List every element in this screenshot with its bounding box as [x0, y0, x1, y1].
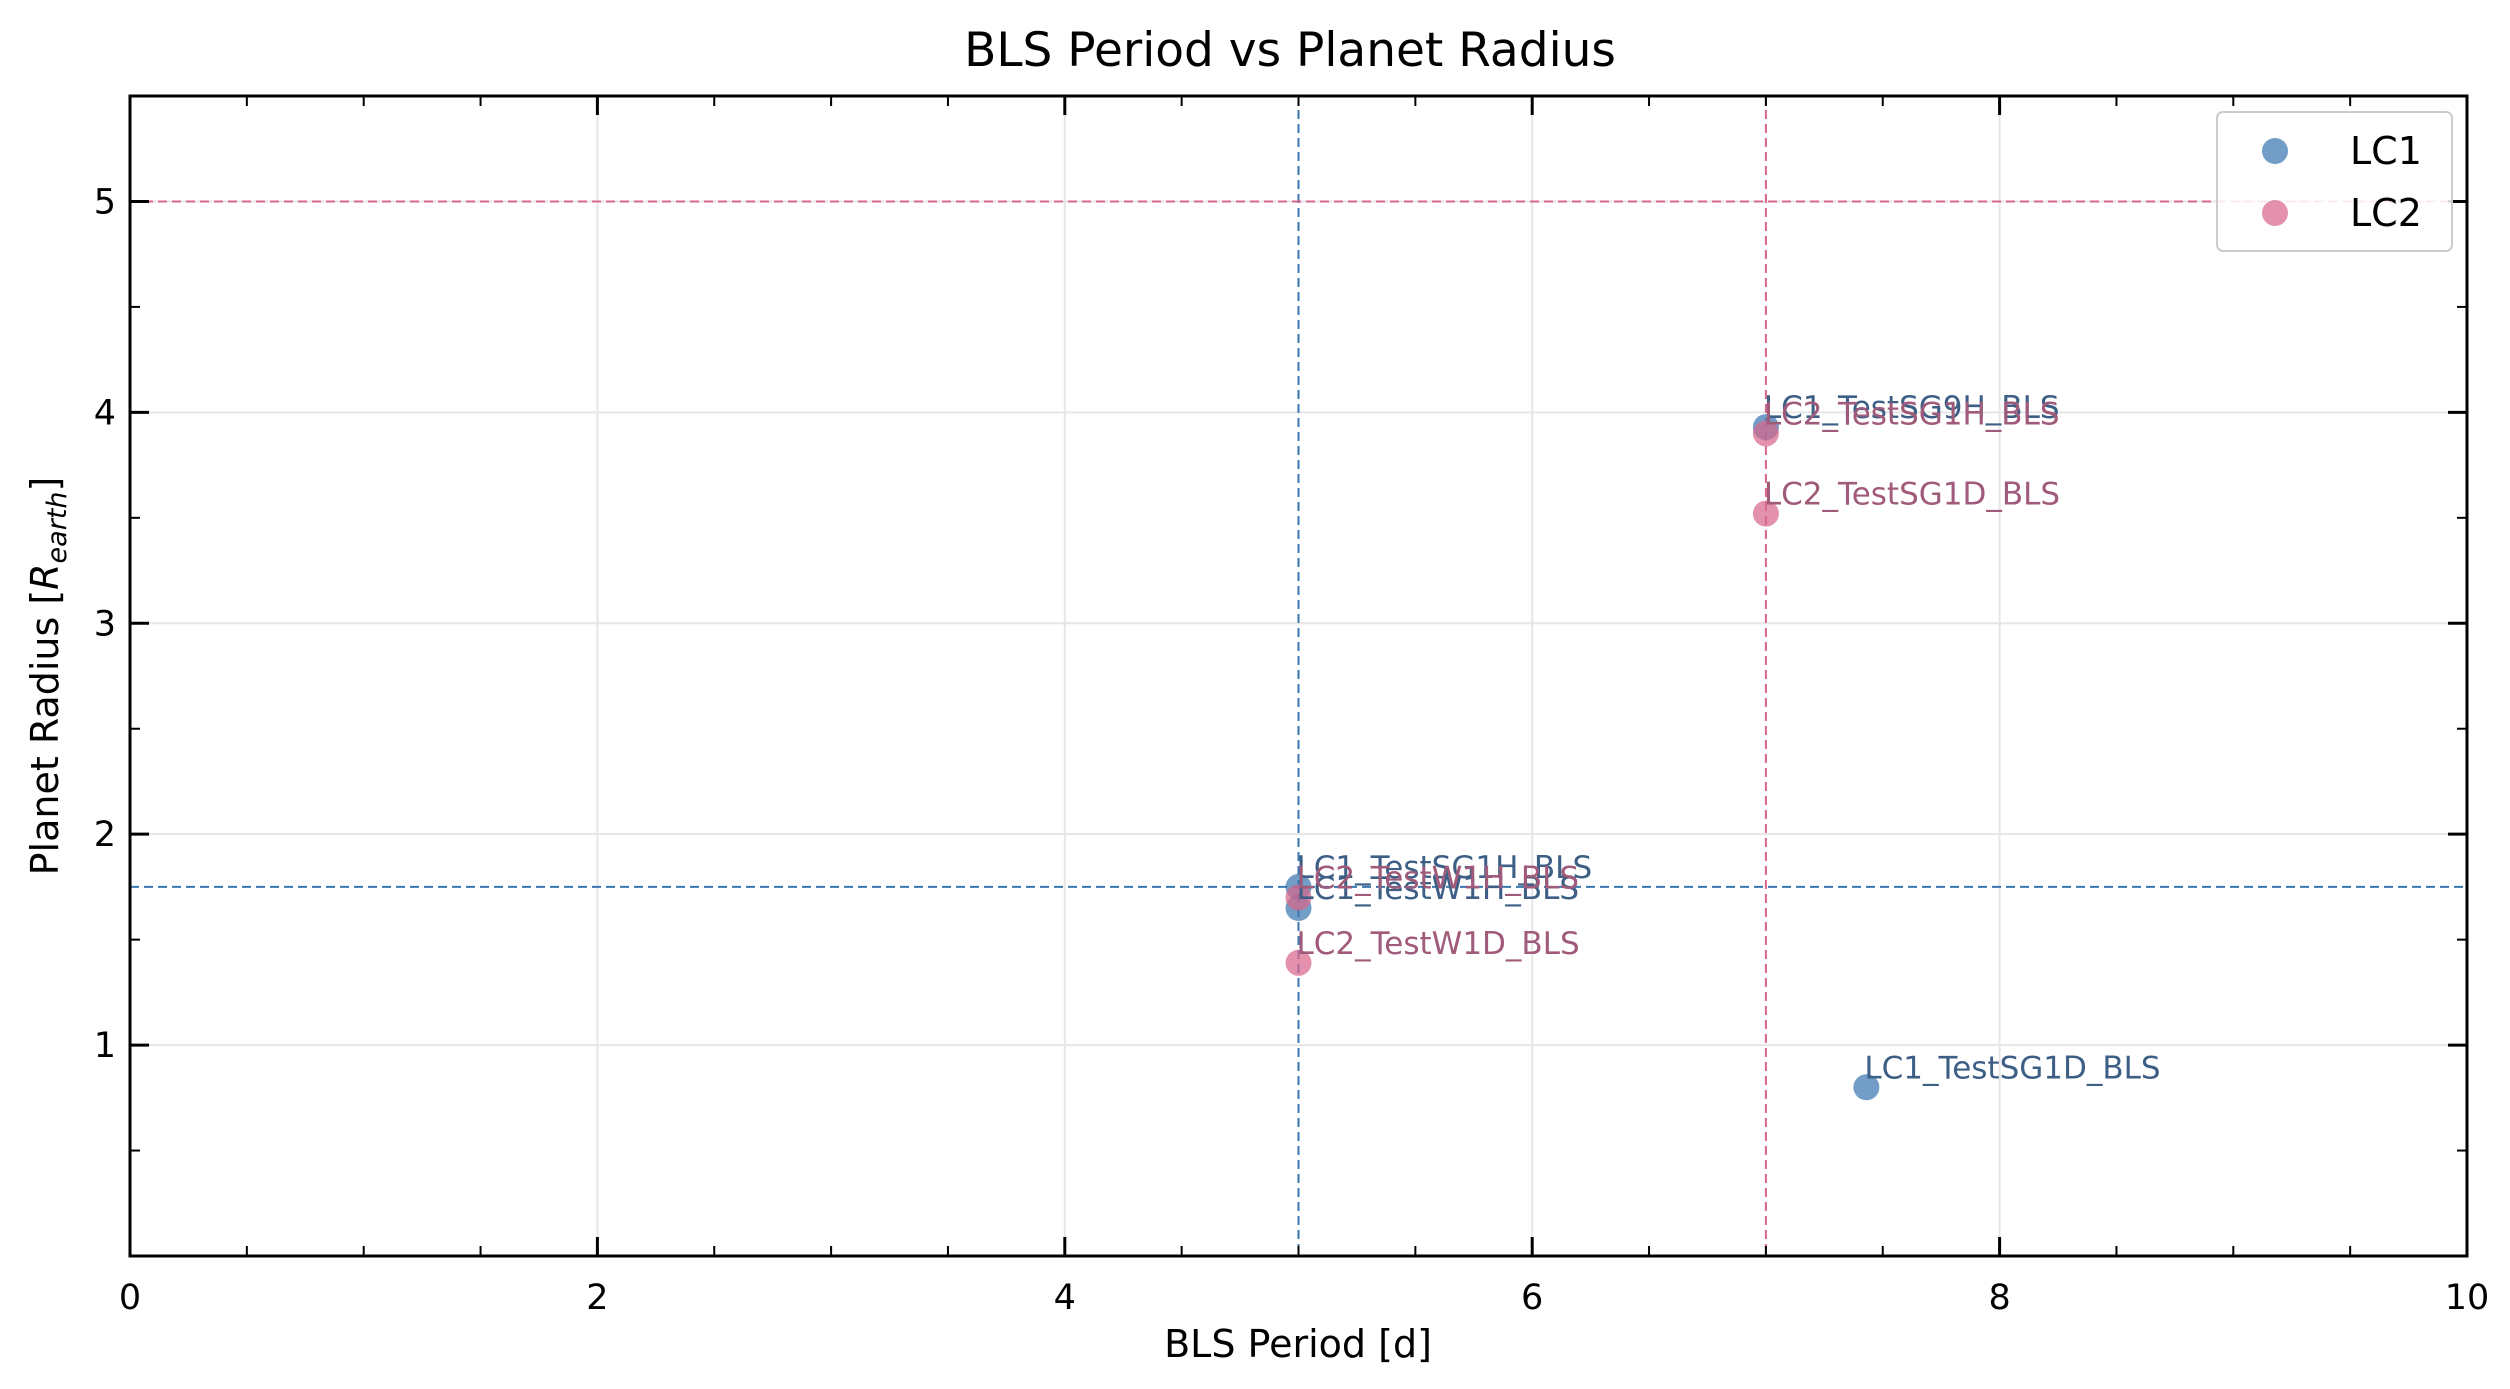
- point-label: LC1_TestSG1D_BLS: [1864, 1050, 2160, 1086]
- x-axis-label: BLS Period [d]: [1164, 1322, 1432, 1366]
- legend-marker-lc2: [2262, 200, 2288, 226]
- legend-marker-lc1: [2262, 138, 2288, 164]
- point-label: LC2_TestSG1D_BLS: [1764, 477, 2060, 513]
- y-axis-label: Planet Radius [Rearth]: [23, 477, 73, 876]
- y-axis-label-suffix: ]: [23, 477, 67, 492]
- y-axis-label-prefix: Planet Radius [: [23, 590, 67, 876]
- data-point-lc2: [1285, 949, 1312, 976]
- point-label: LC2_TestW1H_BLS: [1297, 860, 1580, 896]
- legend-label-lc1: LC1: [2350, 129, 2422, 173]
- data-point-lc2: [1752, 420, 1779, 447]
- legend-label-lc2: LC2: [2350, 191, 2422, 235]
- x-tick-label: 0: [119, 1278, 141, 1318]
- y-tick-label: 5: [94, 182, 116, 222]
- data-point-lc2: [1285, 884, 1312, 911]
- point-label: LC2_TestSG1H_BLS: [1764, 396, 2060, 432]
- y-tick-label: 1: [94, 1026, 116, 1066]
- x-tick-label: 6: [1521, 1278, 1543, 1318]
- data-point-lc2: [1752, 500, 1779, 527]
- point-label: LC1_TestSG9H_BLS: [1764, 390, 2060, 426]
- y-axis-label-subscript: earth: [42, 491, 73, 563]
- x-tick-label: 8: [1988, 1278, 2010, 1318]
- data-point-lc1: [1853, 1074, 1880, 1101]
- point-label: LC2_TestW1D_BLS: [1297, 926, 1580, 962]
- data-points: [1285, 414, 1880, 1101]
- y-axis-label-symbol: R: [23, 563, 67, 589]
- x-tick-label: 2: [586, 1278, 608, 1318]
- chart-title: BLS Period vs Planet Radius: [964, 23, 1616, 78]
- point-annotations: LC1_TestSG9H_BLSLC1_TestSG1H_BLSLC1_Test…: [1297, 390, 2161, 1086]
- x-tick-label: 10: [2445, 1278, 2490, 1318]
- point-label: LC1_TestW1H_BLS: [1297, 871, 1580, 907]
- point-label: LC1_TestSG1H_BLS: [1297, 850, 1593, 886]
- y-tick-label: 2: [94, 815, 116, 855]
- y-tick-label: 3: [94, 604, 116, 644]
- x-tick-label: 4: [1054, 1278, 1076, 1318]
- y-tick-label: 4: [94, 393, 116, 433]
